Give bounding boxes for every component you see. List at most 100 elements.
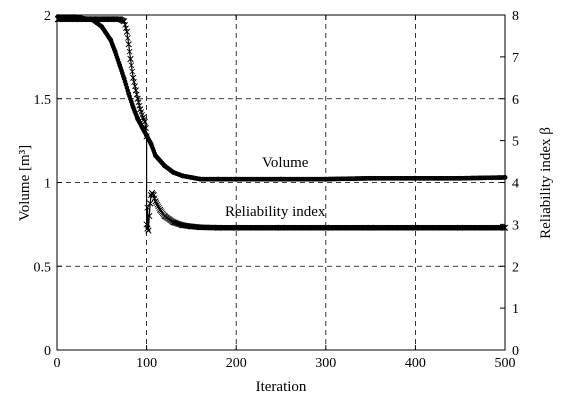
point-reliability-index: [128, 62, 135, 69]
y-left-tick-label: 1: [44, 177, 51, 192]
point-reliability-index: [156, 205, 163, 211]
point-reliability-index: [122, 21, 128, 28]
y-right-tick-label: 3: [512, 218, 519, 233]
data-point-volume: [148, 141, 154, 147]
x-tick-label: 400: [405, 356, 426, 371]
data-point-reliability-index: [412, 224, 419, 231]
data-point-volume: [457, 175, 463, 181]
data-point-reliability-index: [170, 219, 177, 226]
point-reliability-index: [123, 25, 129, 32]
series-layer: [54, 14, 509, 234]
y-left-tick-label: 2: [44, 9, 51, 24]
data-point-reliability-index: [146, 212, 153, 220]
data-point-reliability-index: [125, 41, 132, 48]
x-axis-label: Iteration: [256, 379, 307, 395]
data-point-volume: [130, 104, 136, 110]
data-point-volume: [171, 170, 176, 175]
y-right-tick-label: 5: [512, 135, 519, 150]
data-point-reliability-index: [132, 87, 139, 94]
point-reliability-index: [154, 201, 161, 208]
data-point-reliability-index: [116, 16, 123, 23]
data-point-reliability-index: [150, 191, 157, 199]
y-right-tick-label: 0: [512, 344, 519, 359]
data-point-volume: [153, 153, 158, 159]
data-point-reliability-index: [137, 106, 144, 113]
data-point-reliability-index: [215, 224, 222, 231]
data-point-reliability-index: [143, 133, 150, 140]
data-point-volume: [233, 176, 239, 182]
point-reliability-index: [501, 224, 507, 231]
data-point-reliability-index: [147, 191, 155, 199]
data-point-reliability-index: [197, 224, 204, 231]
grid: [57, 15, 505, 350]
data-point-volume: [215, 176, 221, 182]
y-right-tick-label: 4: [512, 177, 519, 192]
y-right-tick-label: 8: [512, 9, 519, 24]
data-point-reliability-index: [107, 16, 114, 23]
point-reliability-index: [129, 68, 136, 75]
data-point-reliability-index: [89, 16, 96, 23]
data-point-reliability-index: [147, 200, 154, 207]
point-reliability-index: [124, 35, 131, 41]
data-point-volume: [197, 176, 203, 182]
data-point-volume: [121, 76, 127, 82]
data-point-reliability-index: [121, 18, 128, 25]
point-reliability-index: [136, 102, 143, 109]
data-point-volume: [189, 175, 194, 180]
series-reliability-index: [54, 16, 509, 234]
point-reliability-index: [153, 200, 160, 206]
series-volume: [55, 14, 508, 182]
point-reliability-index: [155, 203, 162, 210]
data-point-volume: [368, 175, 373, 181]
data-point-reliability-index: [277, 224, 285, 231]
annotation-volume: Volume: [262, 155, 309, 171]
data-point-reliability-index: [123, 28, 131, 35]
data-point-reliability-index: [457, 224, 464, 231]
data-point-reliability-index: [161, 212, 168, 220]
data-point-volume: [278, 176, 284, 182]
data-point-reliability-index: [367, 224, 374, 231]
data-point-volume: [323, 176, 329, 182]
data-point-reliability-index: [141, 118, 148, 125]
data-point-volume: [108, 37, 114, 43]
y-left-tick-label: 1.5: [34, 93, 52, 108]
data-point-reliability-index: [145, 227, 152, 234]
data-point-reliability-index: [156, 206, 164, 213]
data-point-reliability-index: [152, 198, 159, 205]
x-tick-label: 500: [495, 356, 516, 371]
y-left-tick-label: 0: [44, 344, 51, 359]
data-point-volume: [117, 62, 123, 68]
x-tick-label: 300: [315, 356, 336, 371]
annotation-reliability-index: Reliability index: [225, 204, 326, 220]
data-point-reliability-index: [130, 74, 137, 81]
x-tick-label: 200: [226, 356, 247, 371]
data-point-reliability-index: [188, 223, 195, 230]
point-reliability-index: [135, 99, 142, 106]
data-point-volume: [162, 163, 167, 169]
data-point-reliability-index: [144, 204, 151, 211]
y-right-tick-label: 1: [512, 302, 519, 317]
y-right-tick-label: 7: [512, 51, 519, 66]
data-point-reliability-index: [233, 224, 240, 231]
data-point-reliability-index: [71, 16, 79, 23]
data-point-reliability-index: [179, 222, 186, 229]
y-right-tick-label: 2: [512, 260, 519, 275]
y-right-tick-label: 6: [512, 93, 519, 108]
point-reliability-index: [499, 224, 506, 231]
data-point-volume: [112, 49, 118, 55]
data-point-reliability-index: [322, 224, 329, 231]
data-point-reliability-index: [142, 124, 149, 132]
data-point-reliability-index: [134, 95, 141, 102]
series-line-reliability-index: [57, 18, 505, 231]
data-point-reliability-index: [127, 55, 134, 63]
data-point-reliability-index: [54, 16, 62, 23]
data-point-volume: [126, 91, 132, 97]
data-point-reliability-index: [139, 114, 147, 121]
data-point-volume: [99, 24, 105, 30]
x-tick-label: 100: [136, 356, 157, 371]
x-tick-label: 0: [54, 356, 61, 371]
data-point-volume: [135, 116, 141, 122]
data-point-reliability-index: [144, 225, 151, 232]
